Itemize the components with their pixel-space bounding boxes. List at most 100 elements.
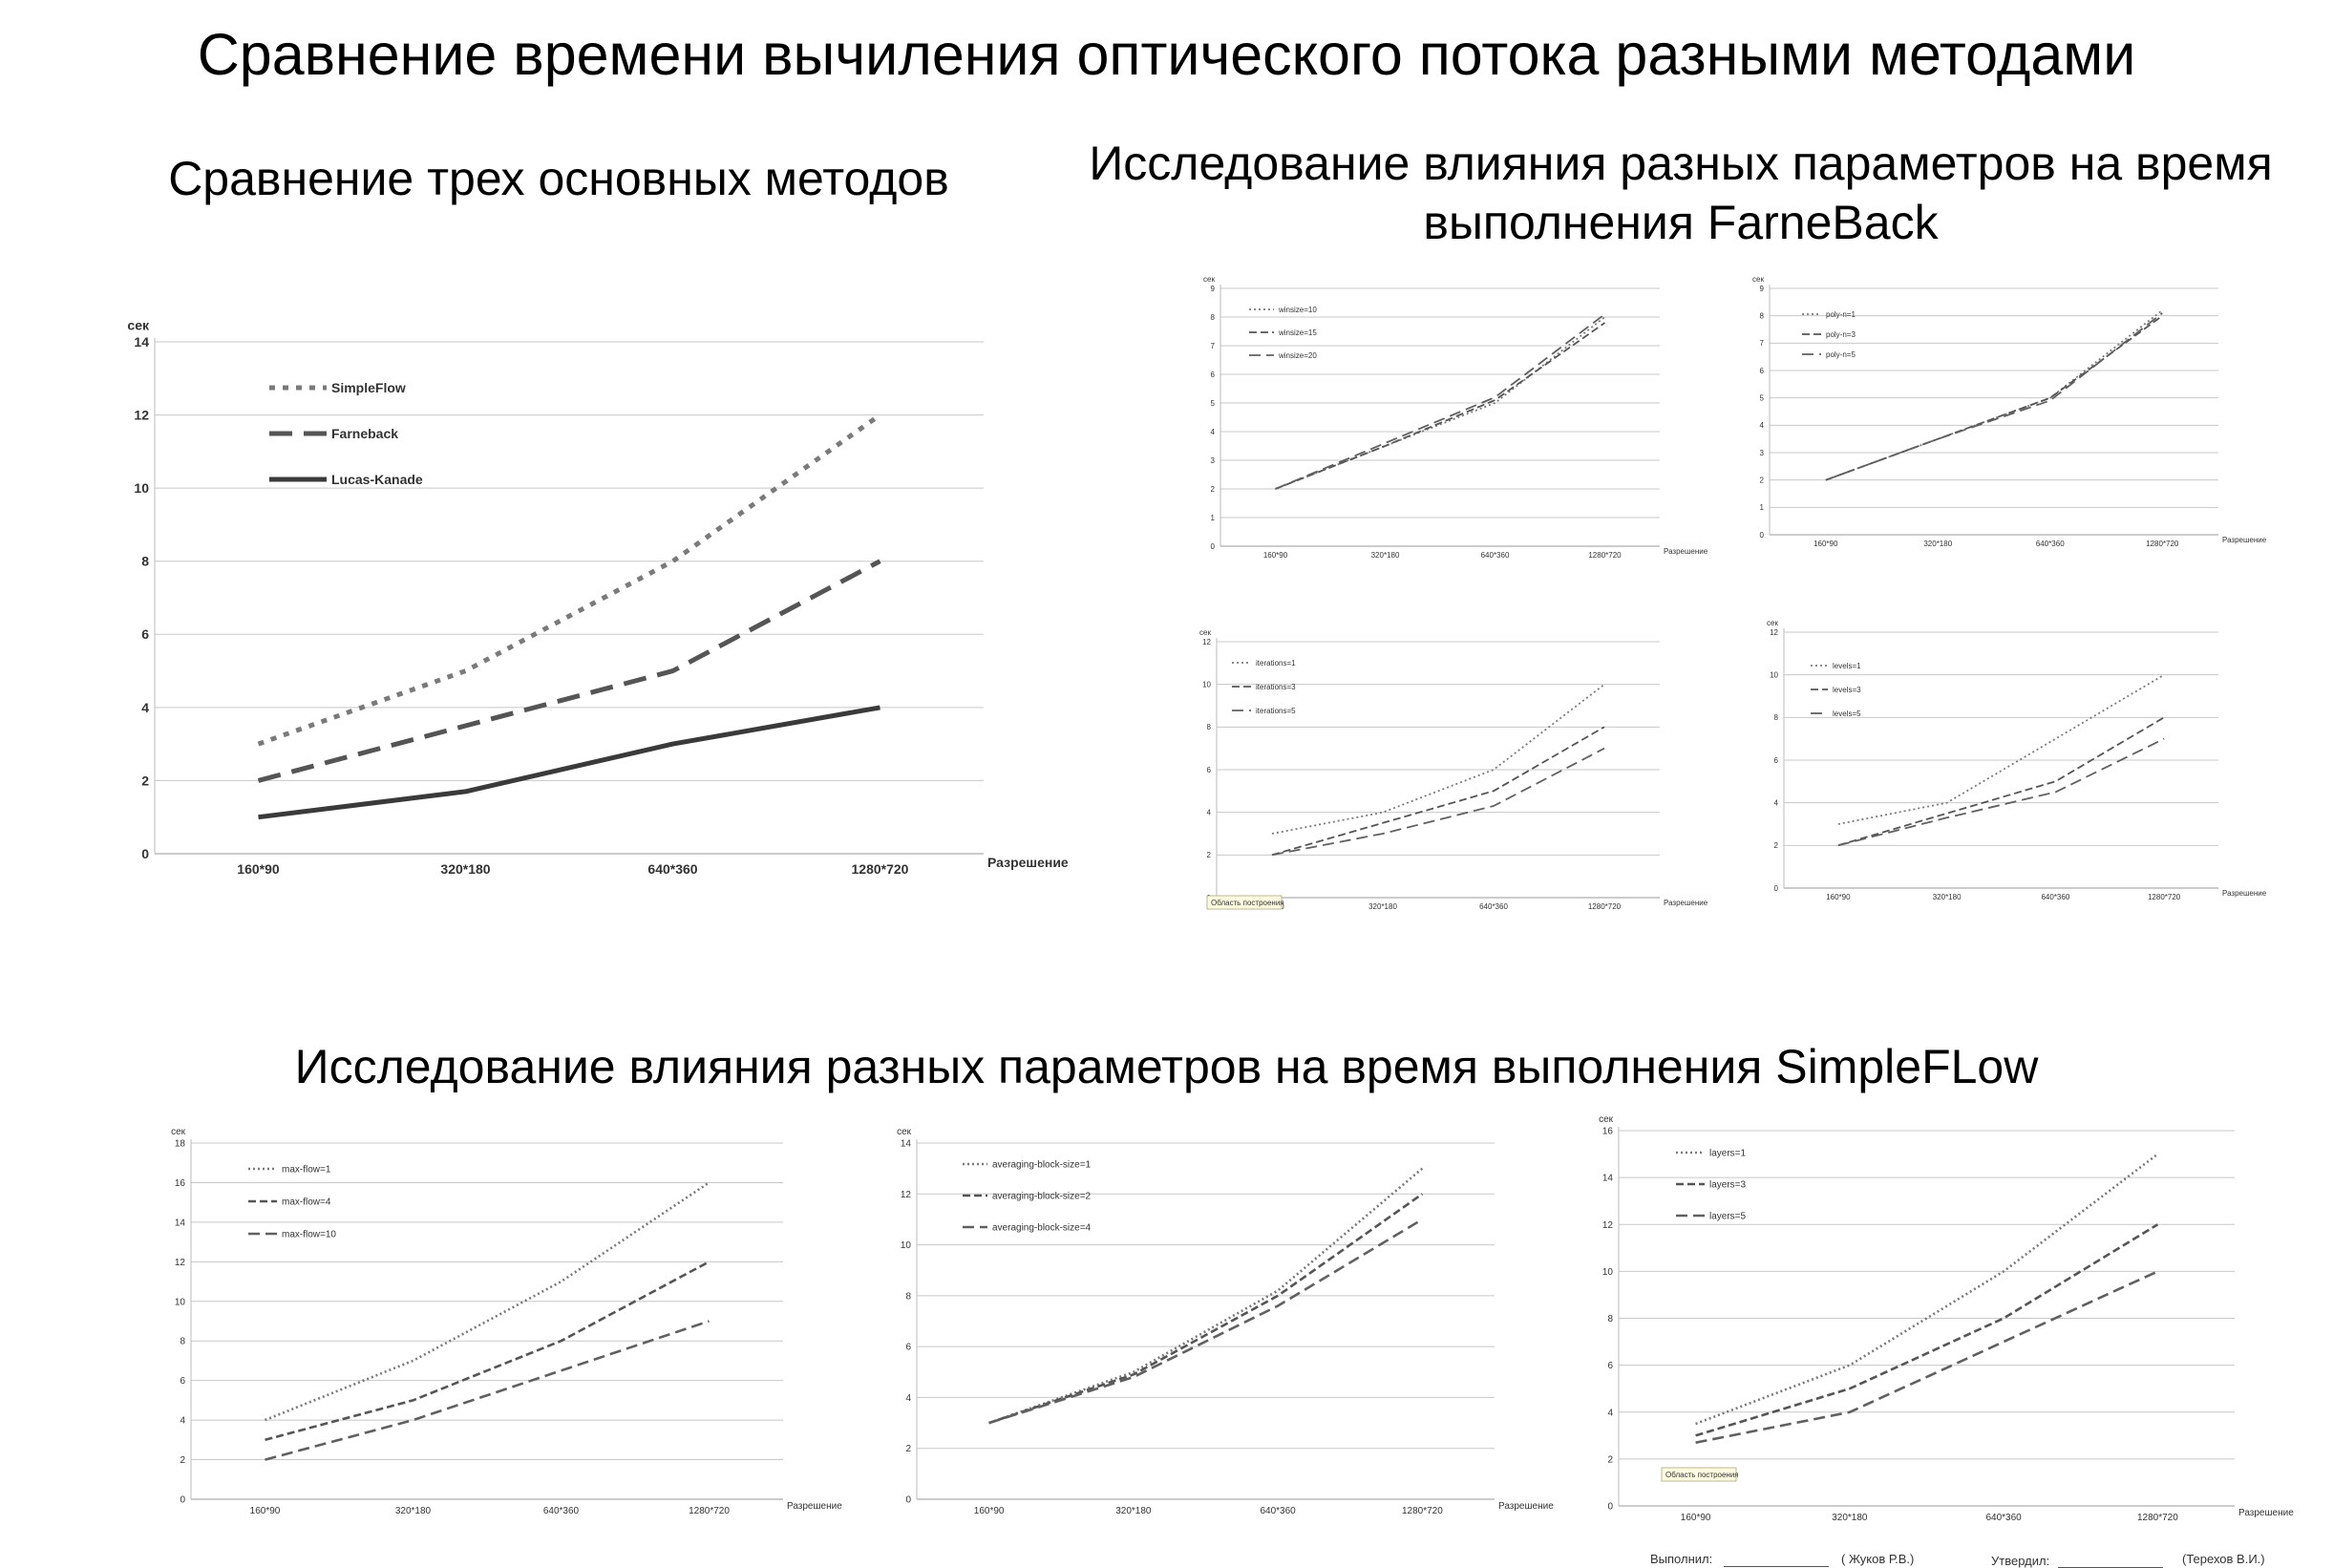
y-tick-label: 7 <box>1211 342 1216 350</box>
tooltip-box <box>1206 895 1283 910</box>
section-title-main-methods: Сравнение трех основных методов <box>168 152 949 205</box>
legend-label: poly-n=1 <box>1826 310 1856 319</box>
y-tick-label: 14 <box>901 1139 912 1150</box>
chart-simpleflow-layers: 0 2 4 6 8 10 12 14 16 сек 160*90 320*180 640*360 1280… <box>1599 1114 2294 1523</box>
x-tick-label: 320*180 <box>440 861 490 877</box>
series-line-averaging-block-size-1 <box>988 1167 1424 1425</box>
y-tick-label: 8 <box>1207 723 1212 731</box>
legend-label: max-flow=1 <box>282 1165 331 1176</box>
series-line-averaging-block-size-4 <box>988 1218 1424 1425</box>
y-tick-label: 5 <box>1211 399 1216 408</box>
series-line-poly-n-5 <box>1825 312 2163 481</box>
tooltip-text: Область построения <box>1665 1471 1739 1479</box>
y-tick-label: 8 <box>905 1291 911 1302</box>
y-tick-label: 6 <box>1774 756 1779 765</box>
x-tick-label: 1280*720 <box>852 861 909 877</box>
tooltip-text: Область построения <box>1211 899 1284 907</box>
y-tick-label: 2 <box>905 1444 911 1454</box>
y-axis-label: сек <box>897 1127 912 1137</box>
y-tick-label: 6 <box>180 1376 185 1387</box>
y-tick-label: 9 <box>1760 285 1765 293</box>
page-title: Сравнение времени вычиления оптического … <box>197 22 2136 87</box>
chart-main-methods: 0 2 4 6 8 10 12 14 сек 160*90 320*180 640*360 1280*7… <box>127 317 1069 877</box>
series-line-max-flow-4 <box>265 1261 711 1442</box>
y-tick-label: 12 <box>901 1190 912 1200</box>
legend-label: averaging-block-size=1 <box>992 1160 1092 1171</box>
y-tick-label: 6 <box>1211 371 1216 379</box>
legend-label: poly-n=3 <box>1826 330 1856 339</box>
legend-label: layers=1 <box>1709 1149 1747 1159</box>
legend-label: iterations=3 <box>1256 683 1296 691</box>
y-tick-label: 8 <box>141 554 149 569</box>
x-tick-label: 160*90 <box>250 1506 281 1516</box>
y-tick-label: 16 <box>1602 1127 1614 1137</box>
x-tick-label: 320*180 <box>1933 893 1962 901</box>
y-tick-label: 8 <box>1607 1314 1613 1324</box>
x-axis-label: Разрешение <box>2222 536 2267 544</box>
y-tick-label: 14 <box>175 1218 186 1228</box>
y-tick-label: 2 <box>1607 1454 1613 1465</box>
series-line-levels-5 <box>1837 737 2165 847</box>
x-tick-label: 1280*720 <box>1588 551 1622 560</box>
y-tick-label: 16 <box>175 1178 186 1189</box>
legend-label: levels=3 <box>1833 686 1861 694</box>
series-line-layers-1 <box>1695 1153 2159 1426</box>
x-tick-label: 160*90 <box>1681 1513 1711 1523</box>
legend-label: iterations=1 <box>1256 659 1296 667</box>
x-tick-label: 320*180 <box>1832 1513 1868 1523</box>
x-tick-label: 160*90 <box>1263 551 1288 560</box>
legend-label: levels=1 <box>1833 662 1861 670</box>
y-tick-label: 2 <box>1774 841 1779 850</box>
x-axis-label: Разрешение <box>987 855 1069 870</box>
series-line-farneback <box>257 559 881 783</box>
y-tick-label: 10 <box>134 480 149 496</box>
y-tick-label: 4 <box>1760 421 1765 430</box>
x-tick-label: 640*360 <box>2041 893 2069 901</box>
y-tick-label: 6 <box>1207 766 1212 774</box>
series-line-layers-3 <box>1695 1223 2159 1437</box>
y-tick-label: 3 <box>1211 456 1216 465</box>
series-line-winsize-15 <box>1275 322 1606 490</box>
y-tick-label: 4 <box>1774 798 1779 807</box>
y-tick-label: 9 <box>1211 285 1216 293</box>
y-tick-label: 12 <box>1770 628 1778 637</box>
legend-label: winsize=20 <box>1278 351 1317 360</box>
y-tick-label: 0 <box>1211 542 1216 551</box>
y-tick-label: 2 <box>1760 476 1765 484</box>
y-axis-label: сек <box>171 1127 186 1137</box>
series-line-layers-5 <box>1695 1270 2158 1444</box>
y-tick-label: 6 <box>905 1343 911 1353</box>
y-axis-label: сек <box>1203 275 1215 284</box>
approved-by-label: Утвердил: <box>1991 1554 2050 1568</box>
x-tick-label: 640*360 <box>1479 902 1508 911</box>
legend-label: layers=3 <box>1709 1180 1747 1191</box>
series-line-levels-1 <box>1837 673 2165 825</box>
y-tick-label: 0 <box>141 846 149 861</box>
y-axis-label: сек <box>1752 275 1764 284</box>
made-by-signature-line <box>1724 1566 1829 1567</box>
x-axis-label: Разрешение <box>2238 1508 2294 1518</box>
y-tick-label: 12 <box>175 1258 186 1268</box>
series-line-lucas-kanade <box>258 705 880 820</box>
y-tick-label: 10 <box>901 1240 912 1251</box>
y-tick-label: 0 <box>180 1495 185 1506</box>
y-tick-label: 0 <box>905 1495 911 1506</box>
tooltip-plot-area: Область построения <box>1661 1467 1739 1482</box>
legend-label: levels=5 <box>1833 710 1861 718</box>
y-tick-label: 0 <box>1607 1502 1613 1513</box>
y-tick-label: 6 <box>141 626 149 642</box>
y-tick-label: 14 <box>134 334 149 350</box>
y-tick-label: 2 <box>141 773 149 788</box>
x-tick-label: 640*360 <box>1481 551 1510 560</box>
y-tick-label: 7 <box>1760 339 1765 348</box>
y-axis-label: сек <box>1767 619 1778 627</box>
series-line-winsize-20 <box>1275 313 1606 490</box>
x-tick-label: 1280*720 <box>2148 893 2181 901</box>
x-tick-label: 640*360 <box>647 861 697 877</box>
series-line-poly-n-1 <box>1825 309 2163 481</box>
x-axis-label: Разрешение <box>2222 889 2267 898</box>
x-tick-label: 160*90 <box>237 861 280 877</box>
tooltip-box <box>1661 1467 1737 1482</box>
series-line-simpleflow <box>257 413 881 747</box>
y-tick-label: 18 <box>175 1139 186 1150</box>
